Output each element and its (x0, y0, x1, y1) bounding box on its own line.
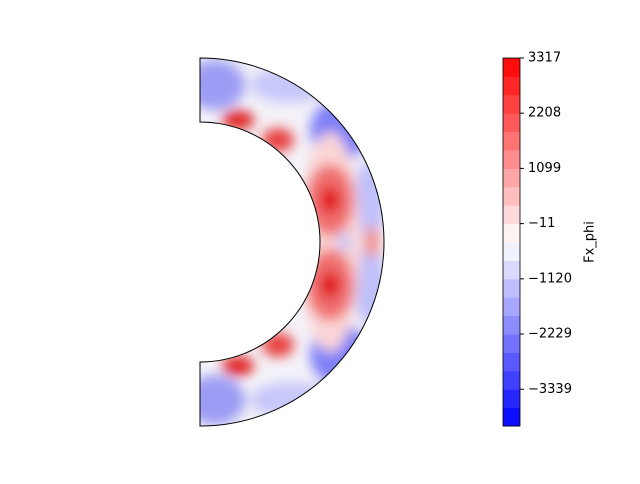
colorbar-band (503, 168, 520, 188)
colorbar-band (503, 242, 520, 261)
colorbar-band (503, 58, 520, 77)
colorbar-band (503, 407, 520, 427)
colorbar-band (503, 297, 520, 317)
colorbar-band (503, 389, 520, 409)
colorbar-band (503, 76, 520, 96)
shell-outline (199, 57, 385, 427)
colorbar-label: Fx_phi (583, 221, 598, 263)
colorbar-band (503, 370, 520, 390)
colorbar-tick-label: 3317 (528, 51, 561, 66)
colorbar-band (503, 186, 520, 206)
colorbar-band (503, 315, 520, 335)
contour-field (200, 58, 384, 426)
colorbar-band (503, 223, 520, 243)
colorbar-band (503, 131, 520, 151)
colorbar-band (503, 113, 520, 133)
colorbar-band (503, 260, 520, 280)
colorbar-band (503, 150, 520, 169)
colorbar-band (503, 94, 520, 114)
colorbar-tick-label: −11 (528, 216, 555, 231)
colorbar-tick-label: −1120 (528, 271, 572, 286)
colorbar-tick-label: 2208 (528, 106, 561, 121)
colorbar-band (503, 278, 520, 298)
colorbar (503, 58, 520, 427)
colorbar-band (503, 205, 520, 225)
colorbar-tick-label: 1099 (528, 161, 561, 176)
colorbar-band (503, 334, 520, 353)
colorbar-tick-label: −2229 (528, 327, 572, 342)
colorbar-frame (502, 57, 521, 427)
colorbar-tick-label: −3339 (528, 382, 572, 397)
colorbar-band (503, 352, 520, 372)
